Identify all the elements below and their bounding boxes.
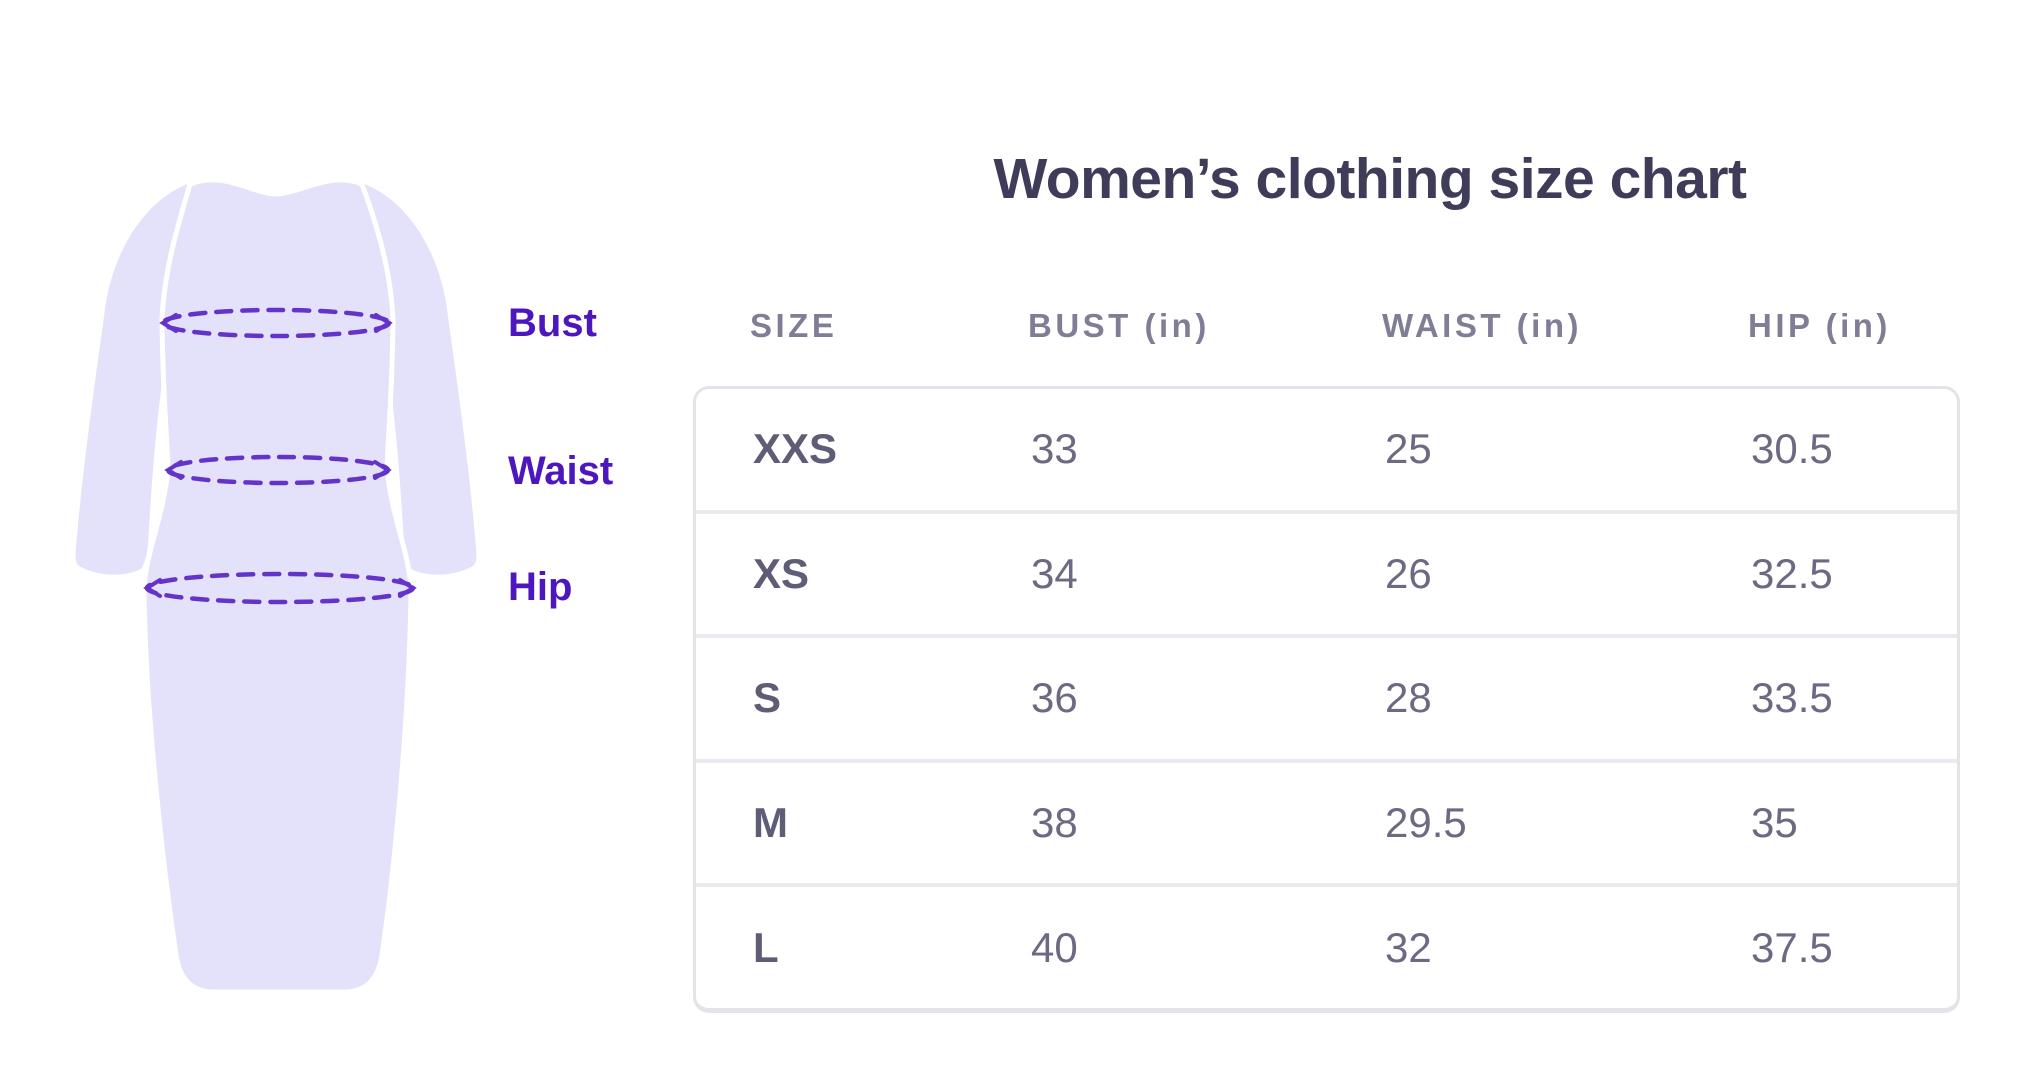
waist-value: 29.5 (1385, 799, 1467, 847)
size-value: XXS (753, 425, 838, 473)
hip-label: Hip (508, 565, 573, 609)
bust-value: 40 (1031, 923, 1078, 971)
table-row: S 36 28 33.5 (696, 634, 1957, 759)
hip-measurement-line (143, 571, 417, 605)
bust-measurement-line (159, 307, 393, 339)
bust-value: 34 (1031, 549, 1078, 597)
waist-value: 25 (1385, 425, 1432, 473)
hip-value: 32.5 (1751, 549, 1833, 597)
table-row: XXS 33 25 30.5 (696, 389, 1957, 510)
table-row: L 40 32 37.5 (696, 883, 1957, 1008)
column-header-size: SIZE (750, 307, 838, 344)
waist-value: 32 (1385, 923, 1432, 971)
size-table: XXS 33 25 30.5 XS 34 26 32.5 S 36 28 33.… (693, 386, 1960, 1013)
column-header-bust: BUST (in) (1028, 307, 1210, 344)
hip-value: 33.5 (1751, 674, 1833, 722)
hip-value: 35 (1751, 799, 1798, 847)
page-title: Women’s clothing size chart (993, 147, 1747, 211)
bust-value: 38 (1031, 799, 1078, 847)
bust-label: Bust (508, 301, 597, 345)
bust-value: 36 (1031, 674, 1078, 722)
column-header-hip: HIP (in) (1748, 307, 1891, 344)
waist-value: 26 (1385, 549, 1432, 597)
bust-value: 33 (1031, 425, 1078, 473)
table-row: XS 34 26 32.5 (696, 509, 1957, 635)
dress-body (141, 177, 414, 995)
waist-value: 28 (1385, 674, 1432, 722)
hip-value: 37.5 (1751, 923, 1833, 971)
size-value: XS (753, 549, 810, 597)
hip-value: 30.5 (1751, 425, 1833, 473)
size-value: S (753, 674, 782, 722)
dress-illustration (75, 177, 477, 995)
column-header-waist: WAIST (in) (1382, 307, 1582, 344)
waist-measurement-line (164, 454, 392, 486)
table-header-row: SIZE BUST (in) WAIST (in) HIP (in) (693, 306, 1960, 346)
size-value: M (753, 799, 788, 847)
size-value: L (753, 923, 779, 971)
table-row: M 38 29.5 35 (696, 758, 1957, 884)
waist-label: Waist (508, 449, 614, 493)
